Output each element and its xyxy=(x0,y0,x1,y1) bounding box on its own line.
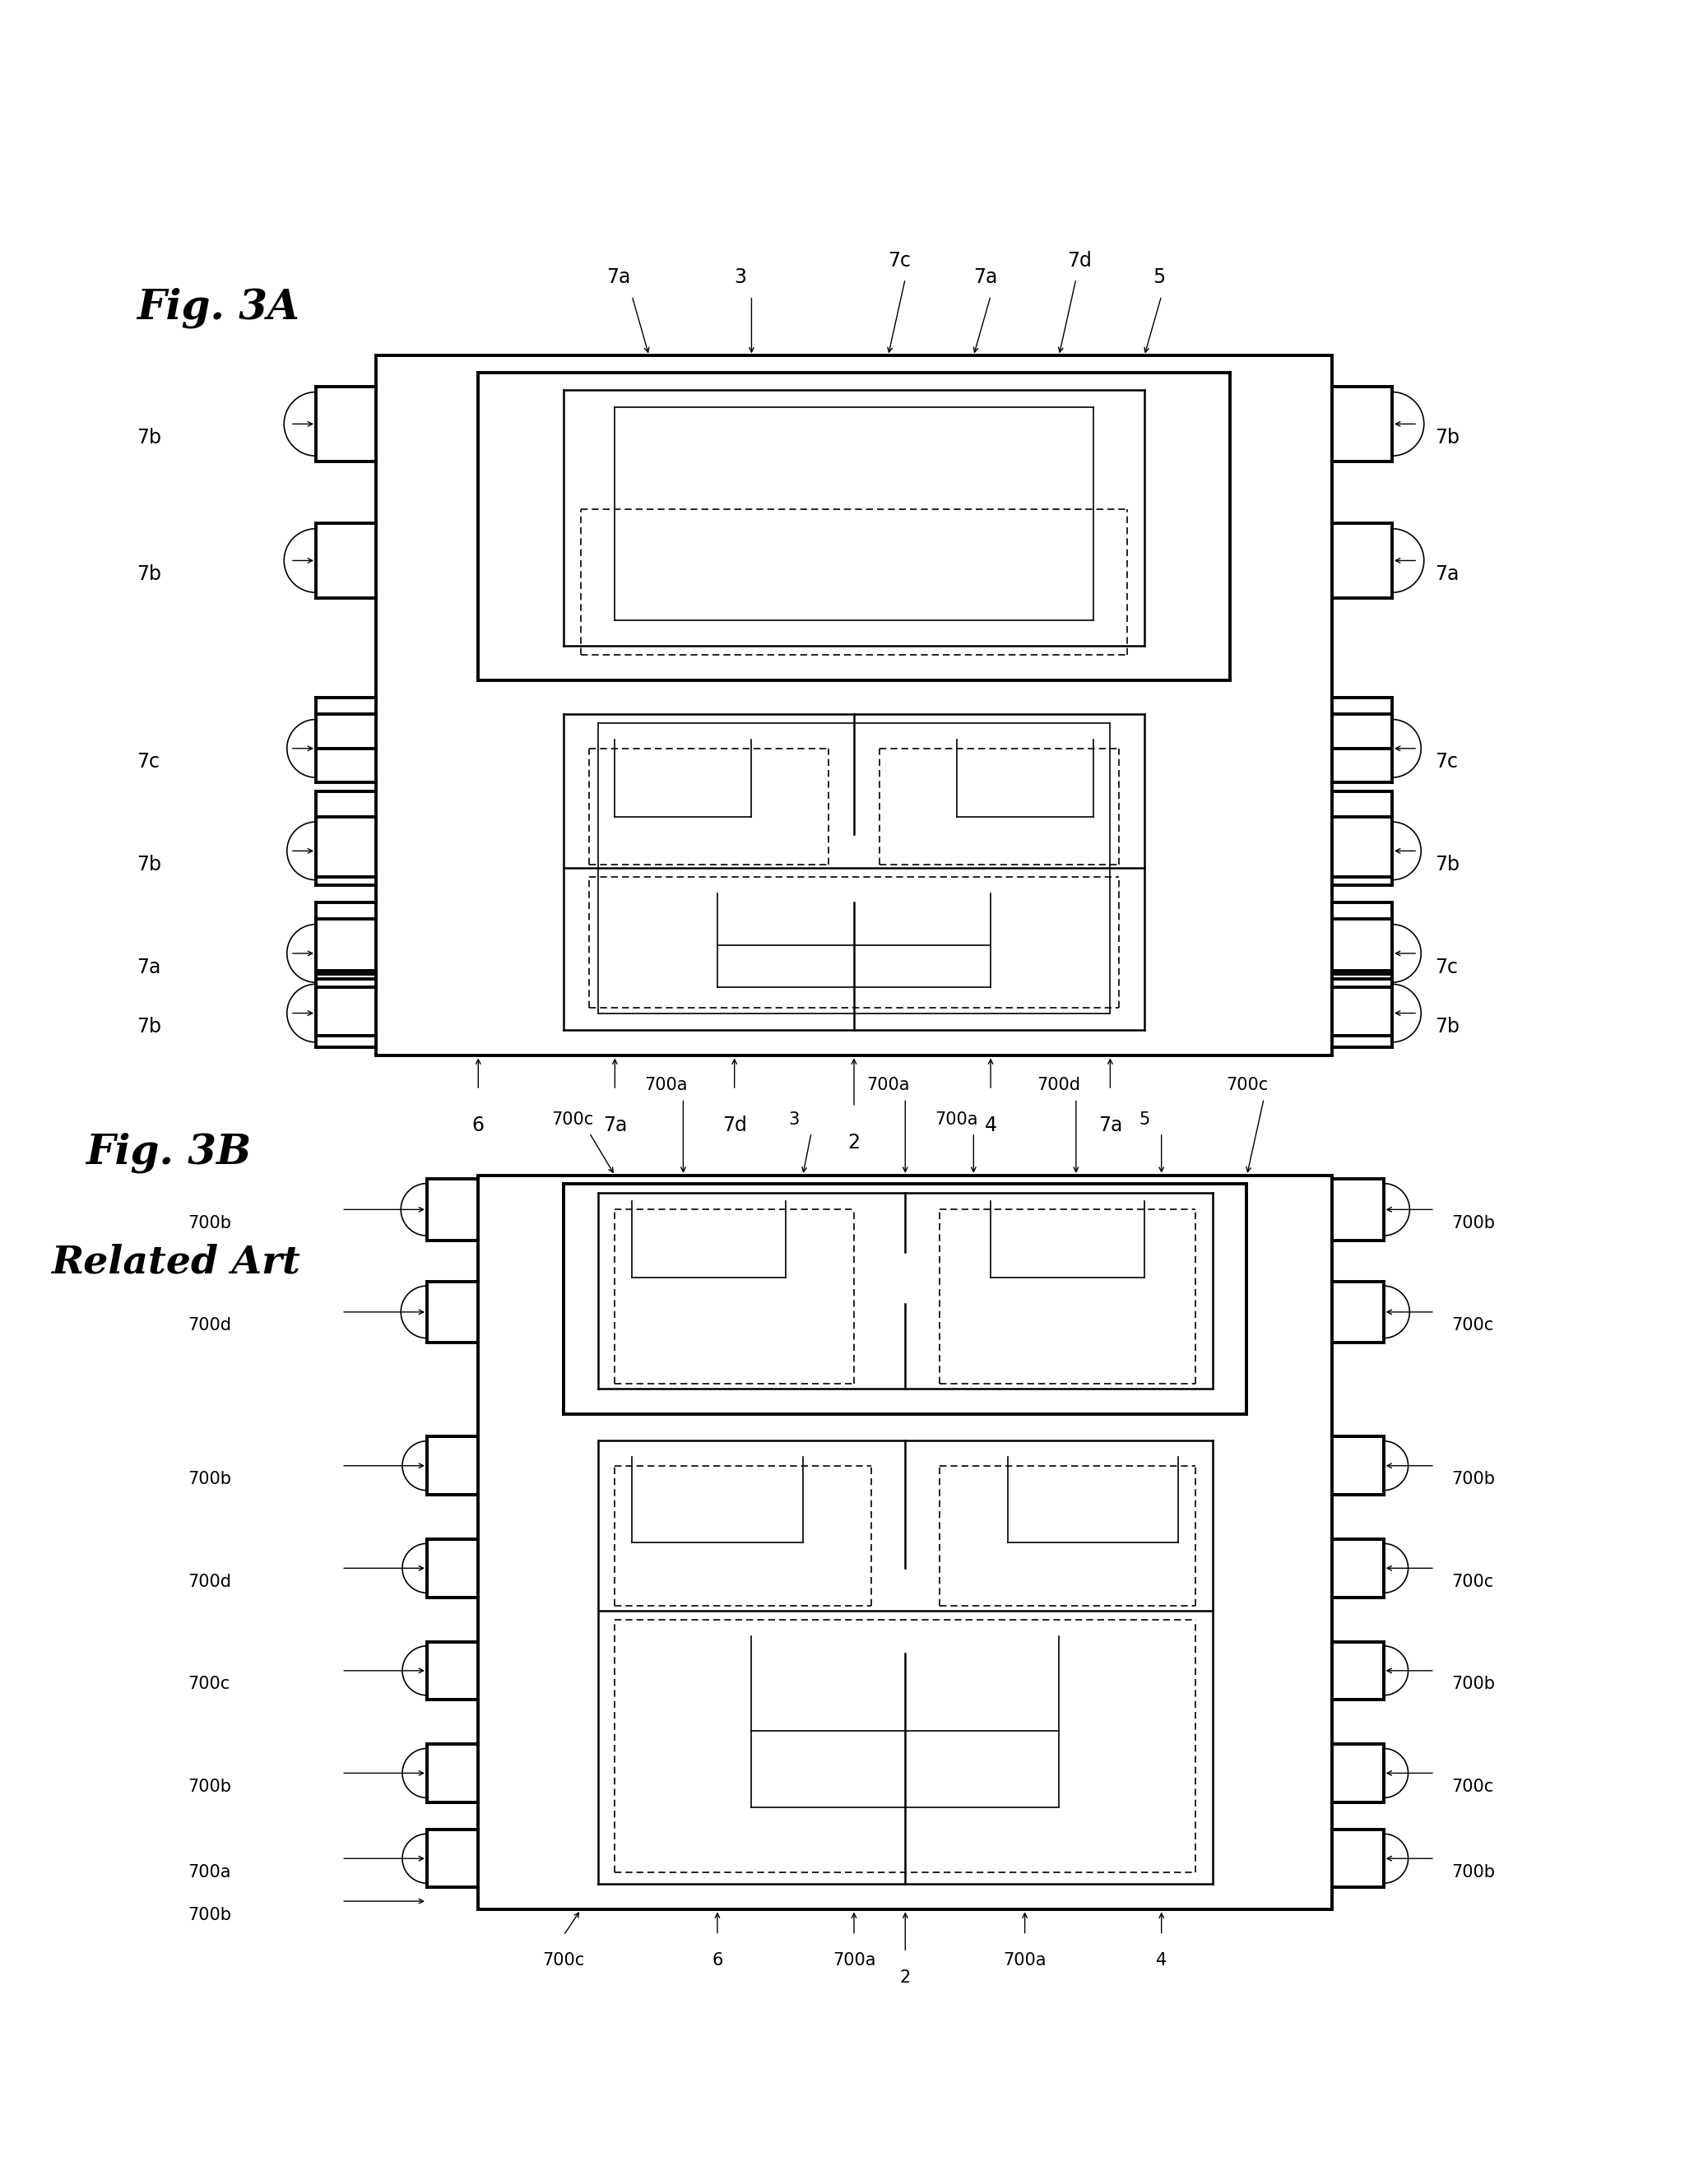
Text: 7b: 7b xyxy=(137,1016,161,1038)
Text: 7a: 7a xyxy=(1098,1116,1122,1136)
Bar xyxy=(376,355,1332,1055)
Text: 700b: 700b xyxy=(188,1908,232,1923)
Text: 6: 6 xyxy=(471,1116,485,1136)
Text: 7b: 7b xyxy=(137,565,161,584)
Text: 3: 3 xyxy=(734,268,746,288)
Text: 5: 5 xyxy=(1139,1112,1149,1127)
Text: 700d: 700d xyxy=(188,1317,232,1334)
Bar xyxy=(478,1175,1332,1910)
Text: 700a: 700a xyxy=(644,1077,688,1094)
Text: 700a: 700a xyxy=(1003,1953,1047,1969)
Text: 700c: 700c xyxy=(1452,1574,1494,1589)
Text: 700a: 700a xyxy=(866,1077,910,1094)
Text: 7b: 7b xyxy=(137,427,161,447)
Text: 700c: 700c xyxy=(543,1953,584,1969)
Text: 7b: 7b xyxy=(1435,855,1459,874)
Text: 7c: 7c xyxy=(1435,752,1457,772)
Text: 7a: 7a xyxy=(606,268,630,288)
Text: 7b: 7b xyxy=(1435,427,1459,447)
Text: 4: 4 xyxy=(984,1116,997,1136)
Text: 700b: 700b xyxy=(188,1472,232,1487)
Text: 700c: 700c xyxy=(1452,1779,1494,1794)
Text: 7c: 7c xyxy=(137,752,159,772)
Text: 7a: 7a xyxy=(1435,565,1459,584)
Text: 700d: 700d xyxy=(1037,1077,1081,1094)
Text: 2: 2 xyxy=(900,1969,910,1986)
Text: 700c: 700c xyxy=(1452,1317,1494,1334)
Text: 700a: 700a xyxy=(934,1112,979,1127)
Text: 700b: 700b xyxy=(1452,1214,1496,1232)
Text: 7c: 7c xyxy=(888,251,910,270)
Text: 7a: 7a xyxy=(137,957,161,977)
Text: 7d: 7d xyxy=(722,1116,746,1136)
Text: Fig. 3A: Fig. 3A xyxy=(137,288,299,327)
Text: 6: 6 xyxy=(712,1953,722,1969)
Text: 700d: 700d xyxy=(188,1574,232,1589)
Text: Fig. 3B: Fig. 3B xyxy=(85,1134,251,1173)
Text: 3: 3 xyxy=(789,1112,799,1127)
Text: 7a: 7a xyxy=(603,1116,627,1136)
Text: 7b: 7b xyxy=(1435,1016,1459,1038)
Text: 700c: 700c xyxy=(188,1676,231,1692)
Text: 700a: 700a xyxy=(188,1864,231,1881)
Text: 5: 5 xyxy=(1153,268,1165,288)
Text: 2: 2 xyxy=(847,1134,861,1153)
Text: 700b: 700b xyxy=(188,1214,232,1232)
Text: 700b: 700b xyxy=(1452,1676,1496,1692)
Text: 7a: 7a xyxy=(974,268,997,288)
Text: 700b: 700b xyxy=(188,1779,232,1794)
Text: Related Art: Related Art xyxy=(51,1245,301,1282)
Text: 700a: 700a xyxy=(832,1953,876,1969)
Text: 7d: 7d xyxy=(1068,251,1091,270)
Text: 4: 4 xyxy=(1156,1953,1167,1969)
Text: 700c: 700c xyxy=(1226,1077,1267,1094)
Text: 700b: 700b xyxy=(1452,1864,1496,1881)
Text: 7c: 7c xyxy=(1435,957,1457,977)
Text: 700b: 700b xyxy=(1452,1472,1496,1487)
Text: 7b: 7b xyxy=(137,855,161,874)
Text: 700c: 700c xyxy=(552,1112,593,1127)
